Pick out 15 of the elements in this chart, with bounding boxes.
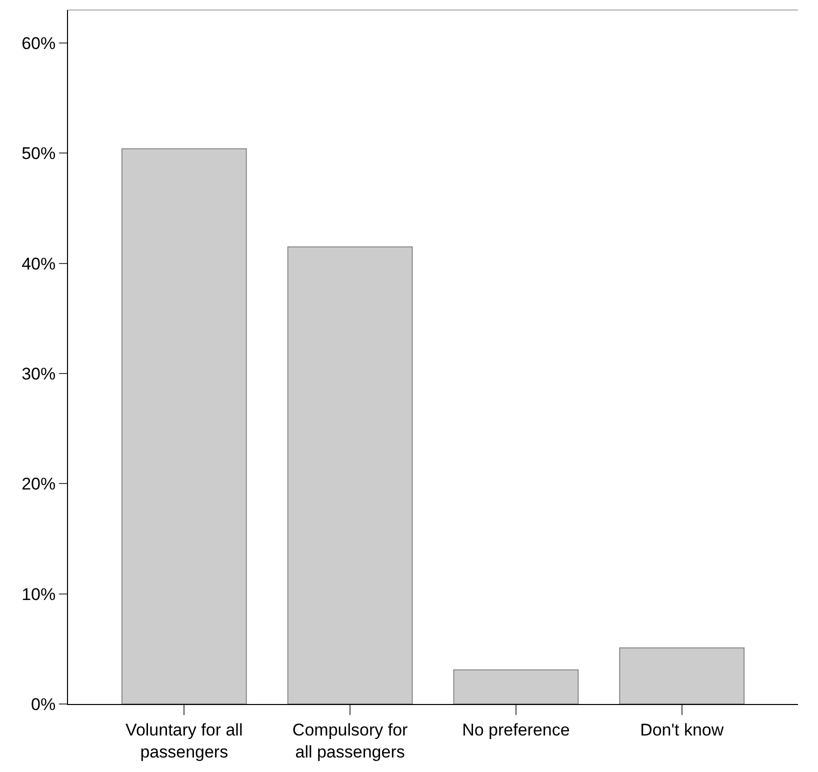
bar [619, 647, 745, 704]
y-tick-label: 50% [22, 144, 56, 164]
x-tick-label: Voluntary for all passengers [126, 720, 243, 762]
bar [287, 246, 413, 704]
x-tick-label: Compulsory for all passengers [292, 720, 408, 762]
y-tick-label: 0% [31, 694, 56, 714]
bar [453, 669, 579, 704]
bar [121, 148, 247, 704]
y-tick-label: 30% [22, 364, 56, 384]
x-tick-label: Don't know [640, 720, 724, 740]
y-tick-label: 20% [22, 474, 56, 494]
y-tick-label: 60% [22, 34, 56, 53]
y-tick-label: 10% [22, 584, 56, 604]
y-tick-label: 40% [22, 254, 56, 274]
x-tick-label: No preference [462, 720, 570, 740]
